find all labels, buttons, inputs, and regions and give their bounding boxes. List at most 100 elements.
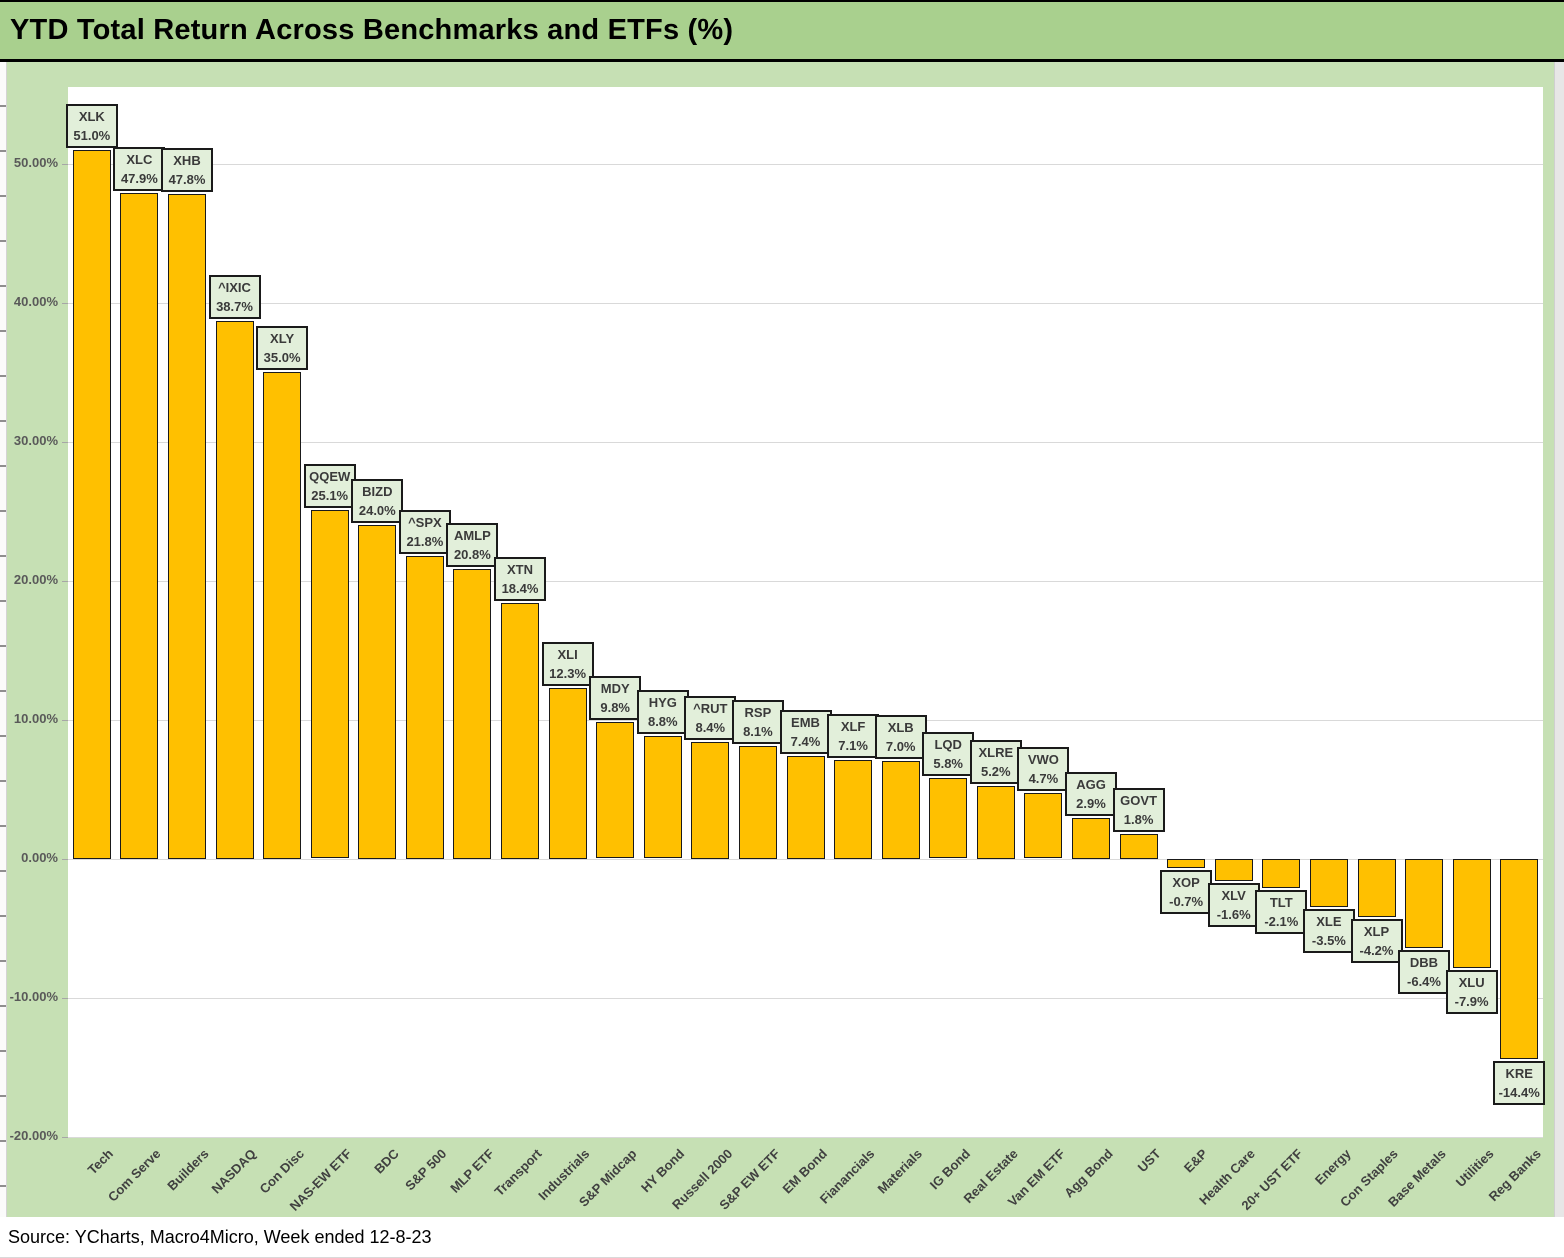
bar-value-label: XLK 51.0% — [65, 103, 118, 148]
value-text: 12.3% — [549, 665, 587, 681]
value-text: -0.7% — [1169, 894, 1204, 910]
bar-value-label: ^SPX 21.8% — [398, 509, 451, 554]
y-tick-label: 40.00% — [13, 293, 58, 309]
value-text: 1.8% — [1123, 811, 1154, 827]
x-tick-text: Tech — [85, 1146, 117, 1178]
bar-value-label: AGG 2.9% — [1065, 772, 1117, 817]
ticker-text: XHB — [173, 153, 201, 168]
bar — [1452, 858, 1491, 969]
ticker-text: XLRE — [978, 745, 1014, 761]
ticker-text: VWO — [1027, 752, 1059, 768]
bar-value-label: XLY 35.0% — [256, 326, 309, 370]
value-text: 8.4% — [695, 719, 726, 735]
value-text: 5.8% — [933, 755, 963, 771]
y-tick-label: -10.00% — [9, 988, 58, 1004]
bar — [548, 687, 587, 859]
bar-value-label: XLF 7.1% — [827, 713, 880, 758]
bar-value-label: XLV -1.6% — [1207, 882, 1260, 927]
bar — [501, 602, 539, 859]
source-bar: Source: YCharts, Macro4Micro, Week ended… — [0, 1217, 1564, 1258]
bar — [1405, 858, 1443, 948]
bar-value-label: ^RUT 8.4% — [684, 695, 737, 740]
bar-value-label: VWO 4.7% — [1017, 747, 1070, 792]
ticker-text: XLC — [126, 151, 153, 167]
x-tick-text: Builders — [164, 1146, 212, 1194]
bar-value-label: AMLP 20.8% — [446, 523, 499, 568]
bar-value-label: XLRE 5.2% — [969, 740, 1022, 785]
bar-value-label: EMB 7.4% — [779, 709, 832, 754]
y-tick-mark — [62, 163, 68, 165]
y-tick-label: 20.00% — [13, 571, 58, 587]
bar — [834, 759, 873, 859]
window-edge-strip — [1554, 62, 1564, 1217]
y-tick-label: 0.00% — [21, 849, 58, 865]
value-text: -2.1% — [1264, 913, 1299, 929]
ticker-text: BIZD — [362, 483, 393, 499]
ticker-text: XLB — [887, 720, 914, 736]
x-tick-text: HY Bond — [638, 1146, 688, 1196]
bar — [691, 741, 730, 859]
value-text: 5.2% — [980, 764, 1011, 780]
ticker-text: ^IXIC — [218, 279, 251, 295]
value-text: 47.9% — [120, 170, 158, 186]
bar-value-label: BIZD 24.0% — [351, 478, 404, 523]
ticker-text: QQEW — [309, 468, 351, 484]
bar — [1309, 858, 1348, 908]
y-tick-label: 30.00% — [13, 432, 58, 448]
bar — [1262, 858, 1301, 888]
ticker-text: XLE — [1316, 914, 1342, 930]
bar — [881, 761, 920, 859]
x-tick-text: Agg Bond — [1061, 1146, 1116, 1201]
value-text: 2.9% — [1076, 796, 1106, 812]
bar — [1500, 858, 1539, 1059]
chart-area: XLK 51.0% XLC 47.9% XHB 47.8% ^IXIC 38.7% XLY 35.… — [0, 62, 1564, 1217]
y-tick-mark — [62, 441, 68, 443]
ticker-text: XOP — [1172, 875, 1200, 891]
x-tick-text: IG Bond — [926, 1146, 973, 1193]
value-text: 7.4% — [790, 733, 821, 749]
bar-value-label: XOP -0.7% — [1160, 870, 1213, 915]
x-tick-text: UST — [1134, 1146, 1164, 1175]
gridline — [68, 580, 1543, 582]
plot-area: XLK 51.0% XLC 47.9% XHB 47.8% ^IXIC 38.7% XLY 35.… — [65, 87, 1546, 1138]
value-text: 51.0% — [73, 127, 111, 143]
bar — [738, 746, 777, 859]
gridline — [68, 858, 1543, 860]
bar — [1024, 793, 1063, 859]
y-tick-label: 50.00% — [13, 154, 58, 170]
ticker-text: XTN — [507, 561, 533, 577]
value-text: 7.1% — [838, 737, 868, 753]
bar-value-label: KRE -14.4% — [1493, 1060, 1546, 1105]
bar — [1119, 833, 1158, 859]
bar-value-label: XLB 7.0% — [874, 715, 927, 760]
bar — [1167, 858, 1206, 869]
bar-value-label: XLE -3.5% — [1302, 909, 1355, 954]
ticker-text: XLP — [1363, 924, 1390, 939]
bar-value-label: RSP 8.1% — [731, 700, 784, 744]
value-text: -7.9% — [1454, 994, 1489, 1010]
ticker-text: DBB — [1409, 954, 1439, 970]
bar-value-label: XLC 47.9% — [113, 146, 166, 191]
value-text: 8.8% — [647, 714, 678, 730]
ticker-text: RSP — [744, 705, 772, 720]
bar — [596, 722, 635, 859]
value-text: 24.0% — [358, 502, 396, 518]
bar-value-label: ^IXIC 38.7% — [208, 274, 261, 319]
bar — [976, 786, 1015, 859]
bar — [643, 736, 682, 859]
bar — [263, 372, 302, 859]
x-tick-text: S&P 500 — [402, 1146, 450, 1194]
bar — [786, 755, 825, 859]
source-note: Source: YCharts, Macro4Micro, Week ended… — [8, 1226, 432, 1247]
ticker-text: AMLP — [453, 528, 491, 544]
y-tick-mark — [62, 719, 68, 721]
value-text: 8.1% — [743, 724, 773, 739]
x-tick-text: MLP ETF — [447, 1146, 497, 1196]
y-tick-mark — [62, 580, 68, 582]
value-text: -14.4% — [1498, 1084, 1540, 1100]
value-text: 4.7% — [1028, 771, 1059, 787]
bar — [453, 569, 492, 859]
bar-value-label: XTN 18.4% — [494, 556, 546, 601]
ticker-text: XLI — [557, 646, 578, 662]
